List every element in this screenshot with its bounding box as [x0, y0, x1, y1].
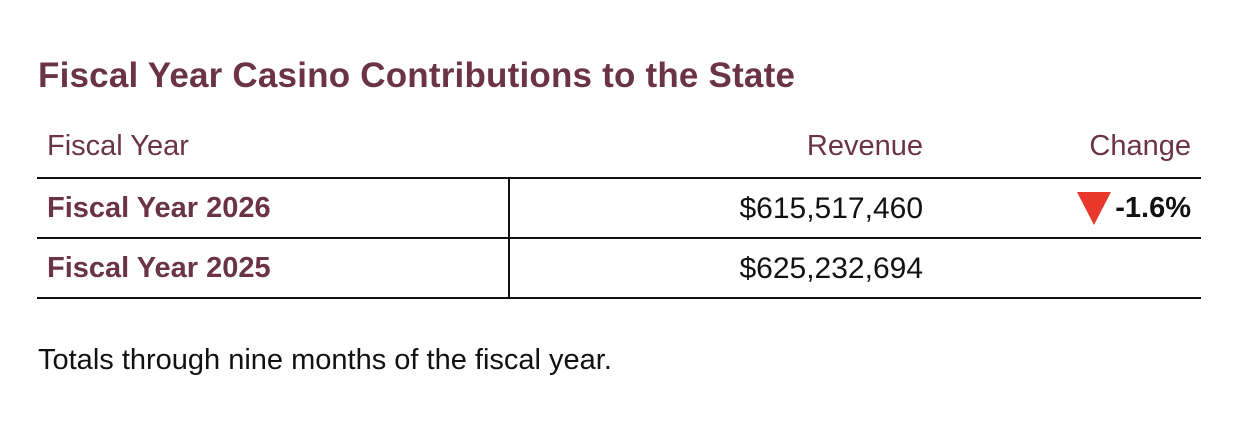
row-revenue: $615,517,460 — [739, 192, 923, 225]
table-header-row: Fiscal Year Revenue Change — [37, 118, 1201, 179]
footnote: Totals through nine months of the fiscal… — [38, 344, 612, 376]
row-fiscal-year: Fiscal Year 2025 — [47, 252, 271, 284]
row-change: -1.6% — [1077, 192, 1191, 225]
column-header-fiscal-year: Fiscal Year — [47, 130, 189, 162]
column-divider — [508, 179, 510, 237]
column-header-revenue: Revenue — [806, 130, 923, 162]
row-change-value: -1.6% — [1115, 192, 1191, 224]
down-triangle-icon — [1077, 192, 1112, 225]
table-row: Fiscal Year 2025 $625,232,694 — [37, 239, 1201, 299]
page-title: Fiscal Year Casino Contributions to the … — [38, 56, 796, 95]
table-row: Fiscal Year 2026 $615,517,460 -1.6% — [37, 179, 1201, 239]
row-fiscal-year: Fiscal Year 2026 — [47, 192, 271, 224]
column-header-change: Change — [1089, 130, 1191, 162]
row-revenue: $625,232,694 — [739, 252, 923, 285]
column-divider — [508, 239, 510, 297]
contributions-table: Fiscal Year Revenue Change Fiscal Year 2… — [37, 118, 1201, 299]
